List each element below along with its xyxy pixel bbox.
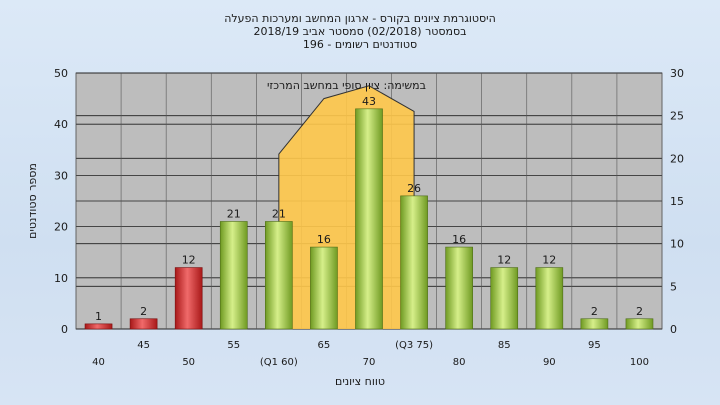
title-line-2: בסמסטר (02/2018) סמסטר אביב 2018/19	[253, 25, 466, 38]
q1-q3-area-outline	[278, 85, 415, 329]
chart-title: היסטוגרמת ציונים בקורס - ארגון המחשב ומע…	[224, 12, 496, 51]
x-tick-label-3: 55	[227, 340, 240, 351]
bar-value-label-0: 1	[95, 310, 102, 323]
bar-value-label-5: 16	[317, 233, 331, 246]
x-tick-label-8: 80	[453, 357, 466, 368]
bar-11	[580, 318, 609, 330]
bar-0	[84, 323, 113, 330]
y-tick-label: 20	[54, 221, 68, 234]
bar-3	[219, 221, 248, 330]
y-tick-label: 0	[61, 323, 68, 336]
bar-value-label-8: 16	[452, 233, 466, 246]
bar-value-label-4: 21	[272, 207, 286, 220]
x-tick-label-12: 100	[630, 357, 649, 368]
x-axis-title: טווח ציונים	[335, 375, 385, 388]
x-tick-label-10: 90	[543, 357, 556, 368]
bar-7	[400, 195, 428, 330]
bar-value-label-1: 2	[140, 305, 147, 318]
x-tick-label-2: 50	[182, 357, 195, 368]
title-line-1: היסטוגרמת ציונים בקורס - ארגון המחשב ומע…	[224, 12, 496, 25]
y-axis-right: 0 5 10 15 20 25 30	[670, 67, 684, 336]
y2-tick-label: 15	[670, 195, 684, 208]
x-tick-label-9: 85	[498, 340, 511, 351]
bar-value-label-9: 12	[497, 254, 511, 267]
y2-tick-label: 5	[670, 280, 677, 293]
y-tick-label: 30	[54, 169, 68, 182]
area-annotation: במשימה: ציון סופי במחשב המרכזי	[267, 79, 426, 92]
bar-6	[355, 108, 383, 330]
bar-value-label-11: 2	[591, 305, 598, 318]
bar-10	[535, 267, 564, 330]
bar-value-label-7: 26	[407, 182, 421, 195]
x-tick-label-6: 70	[363, 357, 376, 368]
y-axis-left: 0 10 20 30 40 50	[54, 67, 68, 336]
x-tick-label-1: 45	[137, 340, 150, 351]
bar-5	[310, 246, 338, 330]
x-tick-label-0: 40	[92, 357, 105, 368]
bar-2	[174, 267, 203, 330]
bar-12	[625, 318, 654, 330]
y-tick-label: 40	[54, 118, 68, 131]
bar-value-label-12: 2	[636, 305, 643, 318]
bar-8	[445, 246, 473, 330]
y2-tick-label: 30	[670, 67, 684, 80]
bar-value-label-6: 43	[362, 95, 376, 108]
y2-tick-label: 20	[670, 152, 684, 165]
bar-9	[490, 267, 519, 330]
y-tick-label: 10	[54, 272, 68, 285]
bar-4	[265, 221, 293, 330]
x-tick-label-5: 65	[318, 340, 331, 351]
bar-value-label-10: 12	[542, 254, 556, 267]
x-tick-label-7: (Q3 75)	[395, 340, 433, 351]
bar-value-label-3: 21	[227, 207, 241, 220]
x-tick-label-11: 95	[588, 340, 601, 351]
bar-value-label-2: 12	[182, 254, 196, 267]
bar-1	[129, 318, 158, 330]
x-tick-label-4: (Q1 60)	[260, 357, 298, 368]
y-axis-title: מספר סטודנטים	[26, 163, 39, 239]
x-axis: 40 45 50 55 (Q1 60) 65 70 (Q3 75) 80 85 90 95 100	[92, 340, 649, 368]
y2-tick-label: 0	[670, 323, 677, 336]
y-tick-label: 50	[54, 67, 68, 80]
y2-tick-label: 25	[670, 110, 684, 123]
title-line-3: סטודנטים רשומים - 196	[303, 38, 417, 51]
y2-tick-label: 10	[670, 238, 684, 251]
